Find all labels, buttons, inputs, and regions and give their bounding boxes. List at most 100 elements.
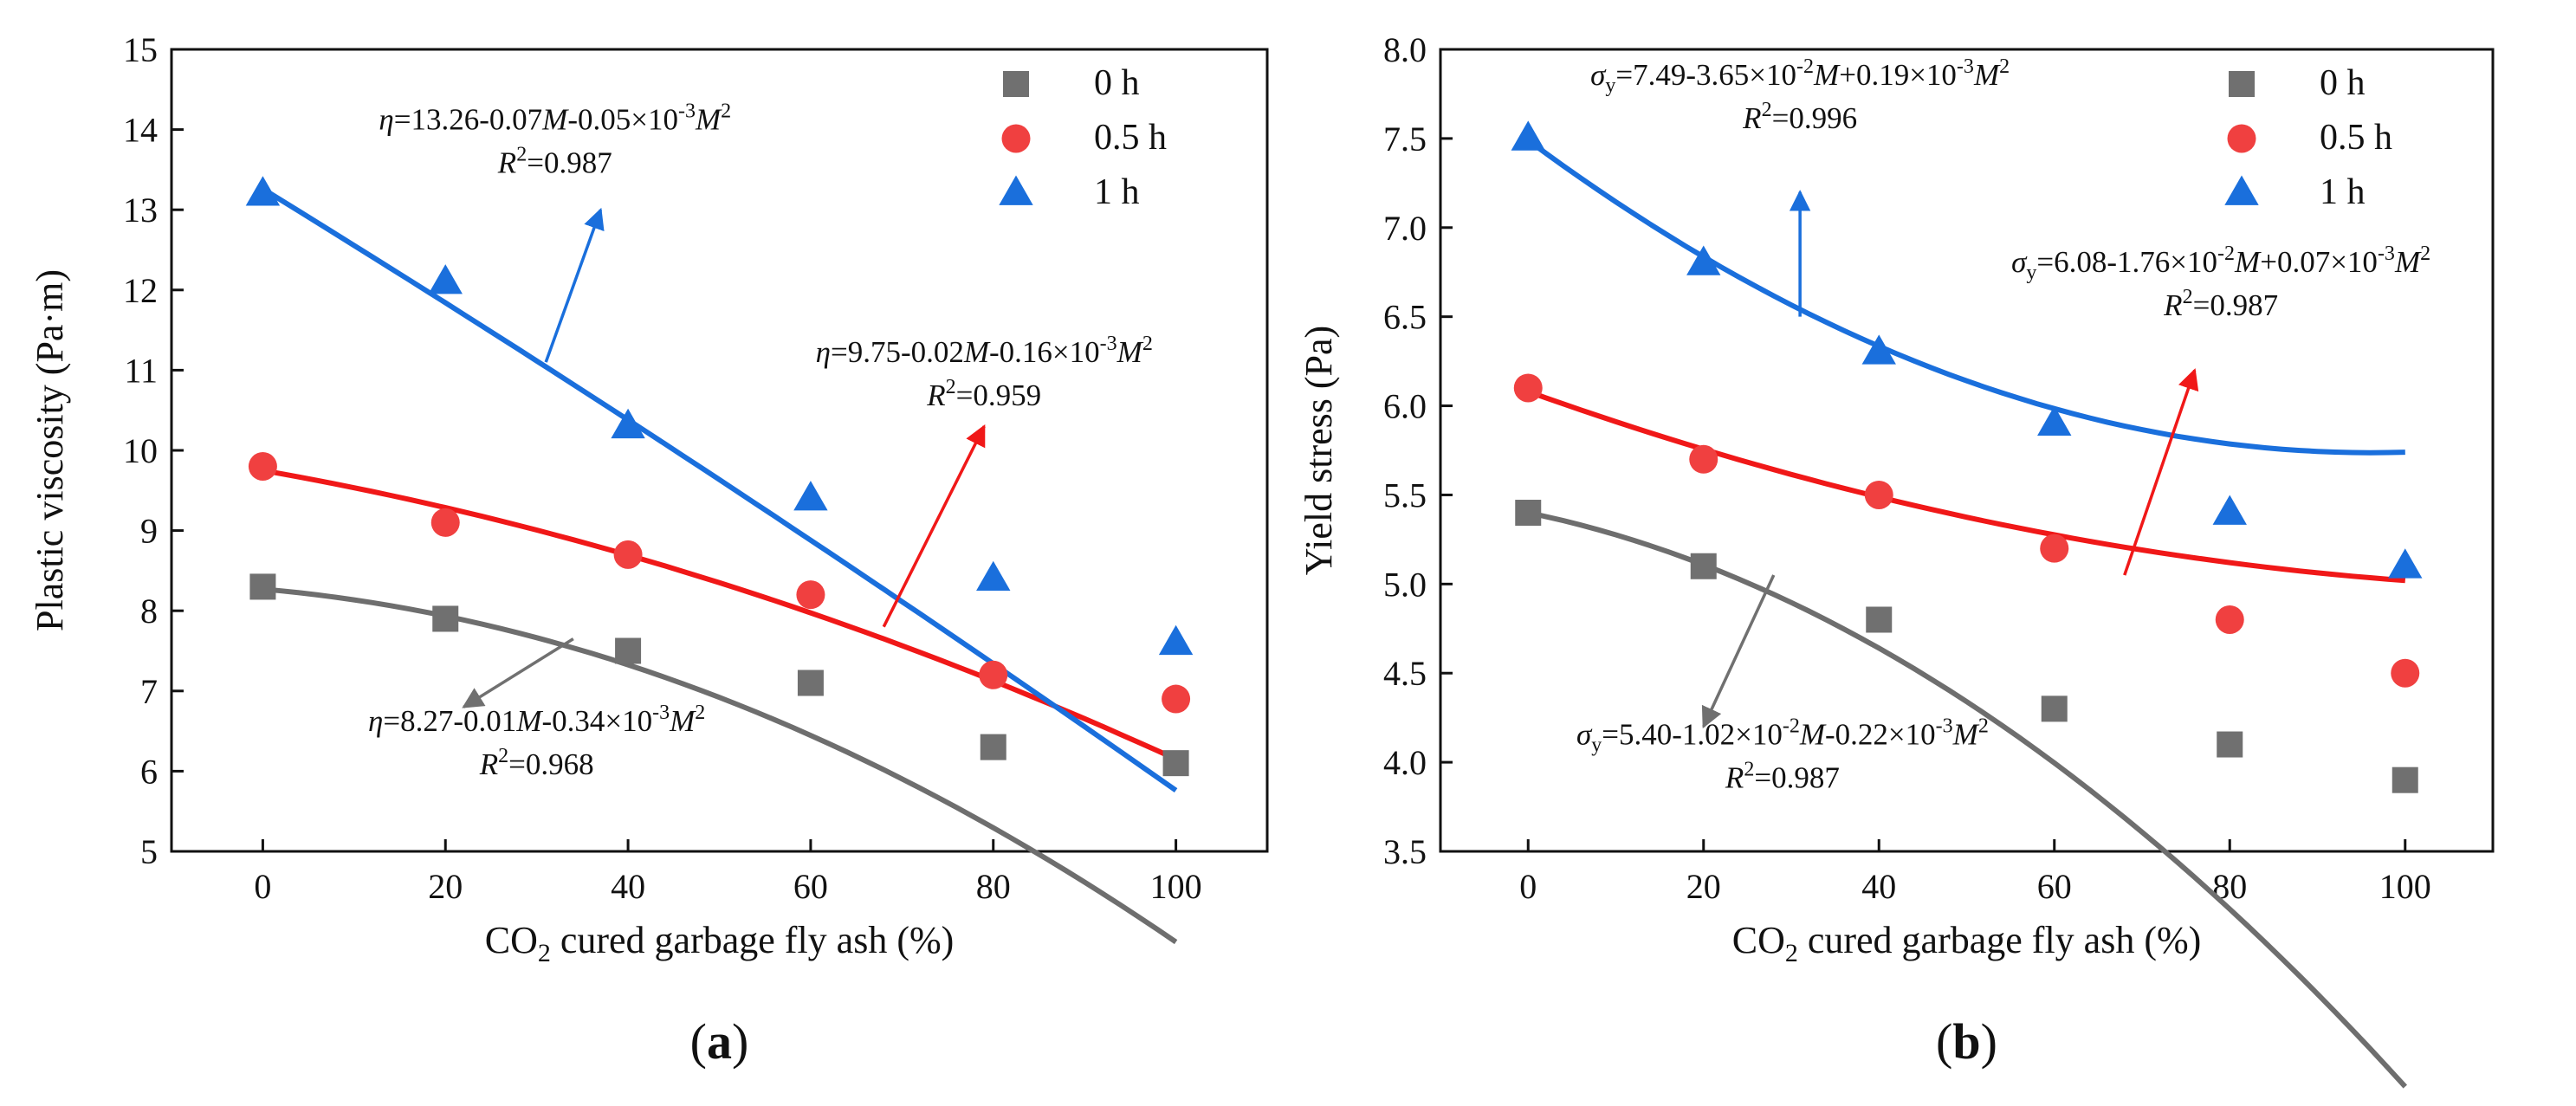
fit-curve-b-05h — [1527, 389, 2406, 584]
equation-variable-M2-b-1h: M — [1973, 58, 2001, 92]
data-point-a-0h-2 — [615, 637, 642, 664]
y-tick-label-b-7: 7.0 — [1383, 209, 1427, 248]
r-squared-b-0h: R2=0.987 — [1725, 759, 1840, 795]
data-point-b-05h-1 — [1689, 444, 1718, 474]
data-point-a-1h-0 — [245, 176, 281, 206]
y-tick-label-b-4: 5.5 — [1383, 475, 1427, 514]
data-point-b-0h-3 — [2041, 695, 2068, 722]
legend-label-a-05h: 0.5 h — [1094, 118, 1167, 158]
legend-label-b-05h: 0.5 h — [2320, 118, 2392, 158]
y-axis-title-b: Yield stress (Pa) — [1298, 326, 1340, 575]
data-point-b-05h-3 — [2040, 534, 2069, 563]
fit-curve-b-0h — [1527, 510, 2408, 1089]
fit-curve-a-0h — [262, 586, 1178, 945]
annotation-arrow-a-05h — [882, 424, 986, 628]
x-tick-label-b-1: 20 — [1686, 867, 1721, 906]
x-axis-title-subscript-b: 2 — [1785, 939, 1798, 967]
legend-marker-b-05h — [2227, 124, 2256, 153]
fit-curve-a-05h — [262, 468, 1177, 762]
data-point-b-1h-4 — [2212, 495, 2247, 525]
equation-square-a-1h: 2 — [721, 100, 731, 123]
x-axis-title-part-b: CO — [1732, 919, 1785, 961]
equation-variable-M-b-0h: M — [1799, 718, 1827, 752]
data-point-b-05h-4 — [2215, 605, 2244, 634]
data-point-a-05h-3 — [796, 580, 825, 610]
equation-exponent-1-a-05h: -3 — [1100, 333, 1117, 355]
equation-subscript-b-0h: y — [1591, 734, 1602, 757]
data-point-b-1h-0 — [1511, 120, 1545, 151]
r-squared-equals-b-0h: = — [1754, 761, 1771, 795]
data-point-a-0h-3 — [797, 669, 824, 696]
equation-symbol-a-1h: η — [379, 103, 393, 137]
x-axis-title-a: CO2 cured garbage fly ash (%) — [485, 919, 955, 967]
r-squared-symbol-a-1h: R — [497, 146, 516, 180]
equation-square-b-05h: 2 — [2420, 243, 2430, 265]
legend-label-b-0h: 0 h — [2320, 63, 2366, 103]
x-tick-label-a-0: 0 — [254, 867, 271, 906]
legend-marker-b-1h — [2224, 175, 2259, 205]
x-axis-title-rest-a: cured garbage fly ash (%) — [551, 919, 954, 961]
r-squared-value-b-1h: 0.996 — [1789, 101, 1857, 135]
annotation-arrow-a-1h — [544, 207, 605, 363]
equation-square-a-05h: 2 — [1142, 333, 1153, 355]
equation-term-b-0h: -0.22×10 — [1825, 718, 1936, 752]
y-tick-label-a-8: 13 — [123, 191, 158, 230]
r-squared-exponent-b-05h: 2 — [2183, 286, 2193, 308]
fit-curve-b-1h — [1526, 138, 2405, 456]
equation-term-b-1h: +0.19×10 — [1839, 58, 1957, 92]
equation-part-b-05h: =6.08-1.76×10 — [2036, 245, 2217, 279]
data-point-b-0h-2 — [1866, 606, 1893, 633]
x-tick-label-a-4: 80 — [976, 867, 1011, 906]
data-point-a-05h-4 — [979, 660, 1008, 689]
equation-exponent-1-b-1h: -3 — [1957, 55, 1974, 78]
annotation-arrow-b-05h — [2123, 368, 2199, 576]
panel-label-b: (b) — [1936, 1013, 1997, 1070]
x-tick-label-b-0: 0 — [1519, 867, 1537, 906]
r-squared-equals-b-1h: = — [1772, 101, 1790, 135]
y-tick-label-a-3: 8 — [140, 592, 158, 631]
data-point-b-0h-5 — [2392, 766, 2418, 793]
data-point-b-0h-1 — [1690, 553, 1717, 579]
equation-exponent-0-b-05h: -2 — [2217, 243, 2235, 265]
legend-marker-a-1h — [999, 175, 1033, 205]
r-squared-value-a-1h: 0.987 — [544, 146, 612, 180]
data-point-a-1h-5 — [1158, 624, 1194, 656]
equation-a-05h: η=9.75-0.02M-0.16×10-3M2 — [816, 333, 1153, 369]
equation-variable-M2-b-05h: M — [2394, 245, 2422, 279]
y-tick-label-a-2: 7 — [140, 672, 158, 711]
panel-label-letter-b: b — [1952, 1013, 1980, 1070]
equation-part-a-1h: =13.26-0.07 — [394, 103, 542, 137]
equation-symbol-b-05h: σ — [2011, 245, 2028, 279]
panel-b: 0 20 40 60 80 1003.54.04.55.05.56.06.57.07.58… — [1298, 30, 2495, 1089]
data-point-a-1h-4 — [976, 560, 1011, 592]
y-tick-label-b-5: 6.0 — [1383, 387, 1427, 426]
equation-a-1h: η=13.26-0.07M-0.05×10-3M2 — [379, 100, 731, 137]
equation-variable-M-b-1h: M — [1813, 58, 1841, 92]
annotation-arrow-b-0h — [1701, 574, 1776, 729]
r-squared-a-0h: R2=0.968 — [479, 745, 594, 781]
data-point-b-05h-2 — [1864, 480, 1893, 509]
x-tick-label-a-1: 20 — [428, 867, 463, 906]
equation-variable-M2-b-0h: M — [1952, 718, 1980, 752]
r-squared-equals-a-1h: = — [527, 146, 544, 180]
data-point-a-05h-1 — [430, 508, 460, 537]
r-squared-symbol-b-05h: R — [2163, 288, 2182, 322]
equation-exponent-1-b-0h: -3 — [1936, 715, 1953, 738]
legend-label-b-1h: 1 h — [2320, 172, 2366, 212]
equation-square-a-0h: 2 — [695, 702, 705, 724]
y-tick-label-a-9: 14 — [123, 111, 158, 150]
data-point-b-1h-2 — [1861, 334, 1896, 365]
equation-exponent-0-b-0h: -2 — [1783, 715, 1800, 738]
legend-marker-a-05h — [1001, 124, 1031, 153]
y-tick-label-b-1: 4.0 — [1383, 743, 1427, 782]
equation-part-a-0h: =8.27-0.01 — [383, 704, 516, 738]
r-squared-exponent-a-05h: 2 — [946, 376, 956, 398]
equation-term-a-1h: -0.05×10 — [567, 103, 678, 137]
x-tick-label-b-2: 40 — [1861, 867, 1896, 906]
equation-variable-M-a-0h: M — [515, 704, 543, 738]
data-point-a-1h-1 — [428, 264, 463, 294]
equation-term-a-05h: -0.16×10 — [989, 335, 1100, 369]
fit-curve-a-1h — [261, 186, 1178, 793]
